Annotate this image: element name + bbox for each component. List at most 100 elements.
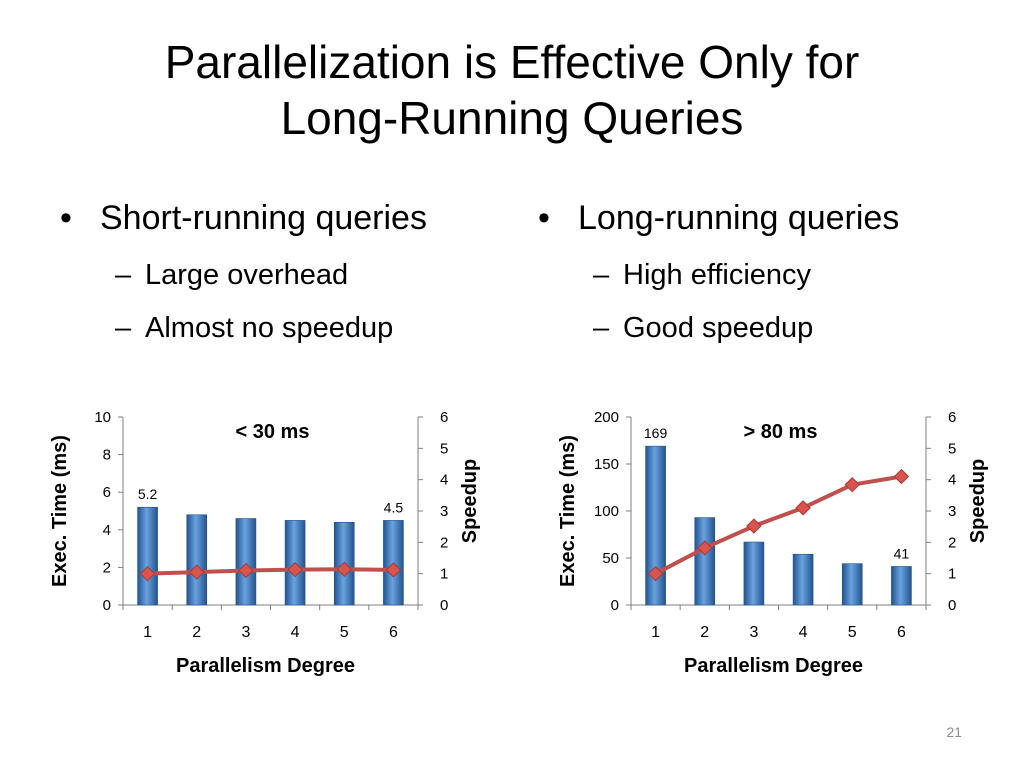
x-tick-label: 2 (192, 624, 201, 641)
bullet-short-running: • Short-running queries (60, 196, 500, 240)
x-tick-label: 1 (143, 624, 152, 641)
bar (841, 563, 863, 606)
x-axis-title: Parallelism Degree (684, 655, 863, 677)
y2-tick-label: 2 (440, 534, 448, 551)
x-tick-label: 1 (651, 624, 660, 641)
chart-short-queries-svg: 0 2 4 6 8 10 0 1 2 3 4 5 6 1 2 3 4 5 6 5.2 4.5 < 30 ms Exec. T… (49, 409, 481, 677)
y2-tick-label: 0 (440, 597, 448, 614)
chart-long-queries-svg: 0 50 100 150 200 0 1 2 3 4 5 6 1 2 3 4 5 6 169 41 > 80 ms Exe… (557, 409, 989, 677)
speedup-marker (795, 500, 811, 516)
y2-tick-label: 1 (948, 566, 956, 583)
y-tick-label: 10 (94, 409, 111, 426)
bar (645, 445, 666, 606)
chart-annotation: < 30 ms (236, 421, 310, 443)
chart-long-queries: 0 50 100 150 200 0 1 2 3 4 5 6 1 2 3 4 5 6 169 41 > 80 ms Exe… (538, 395, 1018, 695)
speedup-marker (844, 476, 860, 493)
chart-annotation: > 80 ms (744, 421, 818, 443)
y-tick-label: 50 (602, 550, 619, 567)
bar (186, 514, 208, 606)
bar (235, 518, 257, 606)
speedup-marker (385, 562, 402, 578)
x-tick-label: 5 (848, 624, 857, 641)
speedup-marker (287, 561, 303, 578)
sub-bullet-dash: – (115, 259, 132, 291)
x-axis-title: Parallelism Degree (176, 655, 355, 677)
left-bullets: • Short-running queries – Large overhead… (60, 196, 500, 346)
y2-axis-title: Speedup (459, 459, 481, 543)
data-label: 169 (644, 425, 668, 441)
bullet-long-running: • Long-running queries (538, 196, 978, 240)
y2-tick-label: 2 (948, 534, 956, 551)
y2-axis-title: Speedup (967, 459, 989, 543)
speedup-marker (893, 468, 910, 485)
sub-bullet-text: High efficiency (623, 259, 812, 291)
x-tick-label: 5 (340, 624, 349, 641)
bar (137, 506, 158, 606)
y2-tick-label: 5 (948, 440, 956, 457)
y2-tick-label: 4 (440, 472, 448, 489)
speedup-marker (238, 562, 254, 579)
bullet-text: Long-running queries (578, 199, 900, 237)
right-bullets: • Long-running queries – High efficiency… (538, 196, 978, 346)
y-tick-label: 200 (594, 409, 619, 426)
speedup-line (147, 567, 394, 576)
bullet-dot: • (538, 199, 550, 237)
y2-tick-label: 5 (440, 440, 448, 457)
y-tick-label: 0 (611, 597, 619, 614)
speedup-marker (139, 565, 156, 582)
x-tick-label: 3 (241, 624, 250, 641)
bar (891, 566, 912, 606)
y-tick-label: 150 (594, 456, 619, 473)
speedup-marker (647, 565, 664, 582)
y2-tick-label: 6 (948, 409, 956, 426)
y2-tick-label: 6 (440, 409, 448, 426)
x-tick-label: 3 (749, 624, 758, 641)
y-axis-title: Exec. Time (ms) (557, 435, 579, 587)
speedup-marker (336, 561, 352, 577)
x-tick-label: 6 (897, 624, 906, 641)
sub-bullet-text: Almost no speedup (145, 312, 394, 344)
data-label: 5.2 (138, 486, 158, 502)
title-line-2: Long-Running Queries (280, 92, 744, 144)
data-label: 4.5 (384, 499, 404, 515)
y2-tick-label: 4 (948, 472, 956, 489)
y-tick-label: 6 (103, 484, 111, 501)
y2-tick-label: 3 (948, 503, 956, 520)
speedup-marker (746, 518, 762, 534)
sub-bullet-high-efficiency: – High efficiency (593, 257, 978, 293)
x-tick-label: 4 (799, 624, 808, 641)
bar (694, 517, 716, 606)
x-tick-label: 2 (700, 624, 709, 641)
bullet-text: Short-running queries (100, 199, 427, 237)
y-axis-title: Exec. Time (ms) (49, 435, 71, 587)
sub-bullet-text: Good speedup (623, 312, 814, 344)
bar (743, 541, 765, 606)
y2-tick-label: 0 (948, 597, 956, 614)
speedup-marker (189, 564, 205, 580)
bullet-dot: • (60, 199, 72, 237)
speedup-marker (697, 540, 713, 556)
sub-bullet-almost-no-speedup: – Almost no speedup (115, 310, 500, 346)
y2-tick-label: 3 (440, 503, 448, 520)
bar (792, 553, 814, 606)
sub-bullet-dash: – (593, 312, 610, 344)
sub-bullet-large-overhead: – Large overhead (115, 257, 500, 293)
y-tick-label: 0 (103, 597, 111, 614)
chart-short-queries: 0 2 4 6 8 10 0 1 2 3 4 5 6 1 2 3 4 5 6 5.2 4.5 < 30 ms Exec. T… (30, 395, 510, 695)
y2-tick-label: 1 (440, 566, 448, 583)
x-tick-label: 4 (291, 624, 300, 641)
sub-bullet-text: Large overhead (145, 259, 349, 291)
title-line-1: Parallelization is Effective Only for (164, 36, 860, 88)
speedup-line (654, 474, 902, 576)
y-tick-label: 8 (103, 447, 111, 464)
y-tick-label: 100 (594, 503, 619, 520)
data-label: 41 (894, 545, 910, 561)
page-number: 21 (946, 724, 962, 740)
sub-bullet-good-speedup: – Good speedup (593, 310, 978, 346)
y-tick-label: 4 (103, 522, 111, 539)
sub-bullet-dash: – (115, 312, 132, 344)
y-tick-label: 2 (103, 559, 111, 576)
sub-bullet-dash: – (593, 259, 610, 291)
x-tick-label: 6 (389, 624, 398, 641)
